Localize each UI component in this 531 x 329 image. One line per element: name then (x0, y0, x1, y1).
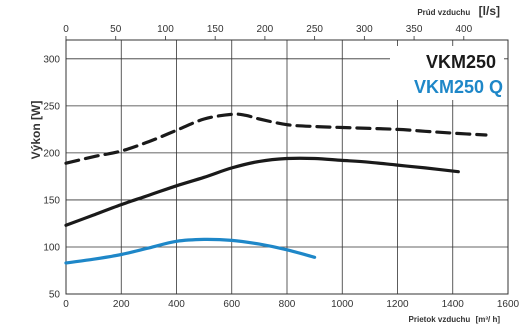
bottom-axis-title-label: Prietok vzduchu (409, 315, 471, 324)
top-tick-label: 200 (257, 24, 274, 35)
top-tick-label: 150 (207, 24, 224, 35)
y-tick-label: 50 (49, 290, 61, 301)
x-tick-label: 1400 (442, 299, 465, 310)
x-tick-label: 200 (113, 299, 130, 310)
y-tick-label: 300 (43, 54, 60, 65)
legend-entry-vkm250-q: VKM250 Q (414, 77, 503, 97)
top-axis-title: Prúd vzduchu [l/s] (417, 2, 500, 19)
legend-background (390, 46, 504, 100)
top-tick-label: 350 (406, 24, 423, 35)
y-tick-label: 200 (43, 148, 60, 159)
y-tick-label: 150 (43, 195, 60, 206)
plot-area-frame (65, 39, 509, 295)
x-tick-label: 1200 (386, 299, 409, 310)
top-axis-title-unit: [l/s] (479, 4, 500, 18)
x-tick-label: 1000 (331, 299, 354, 310)
y-tick-label: 250 (43, 101, 60, 112)
series-line-0 (64, 112, 488, 165)
bottom-axis-title: Prietok vzduchu [m³/ h] (409, 315, 501, 324)
series-line-2 (64, 237, 317, 265)
y-axis-title: Výkon [W] (29, 101, 43, 160)
bottom-axis-title-unit: [m³/ h] (476, 315, 501, 324)
top-tick-label: 100 (157, 24, 174, 35)
top-tick-label: 50 (110, 24, 122, 35)
top-tick-label: 250 (306, 24, 323, 35)
x-tick-label: 0 (63, 299, 69, 310)
series-line-1 (64, 156, 460, 227)
series-layer (64, 112, 488, 265)
x-tick-label: 600 (223, 299, 240, 310)
x-tick-label: 800 (279, 299, 296, 310)
top-tick-label: 300 (356, 24, 373, 35)
x-tick-label: 400 (168, 299, 185, 310)
tick-labels: 0 200 400 600 800 1000 1200 1400 160050100150200… (43, 24, 519, 310)
top-tick-label: 0 (63, 24, 69, 35)
x-tick-label: 1600 (497, 299, 520, 310)
legend-entry-vkm250: VKM250 (426, 52, 496, 72)
top-tick-label: 400 (455, 24, 472, 35)
y-tick-label: 100 (43, 242, 60, 253)
top-axis-title-label: Prúd vzduchu (417, 8, 470, 17)
